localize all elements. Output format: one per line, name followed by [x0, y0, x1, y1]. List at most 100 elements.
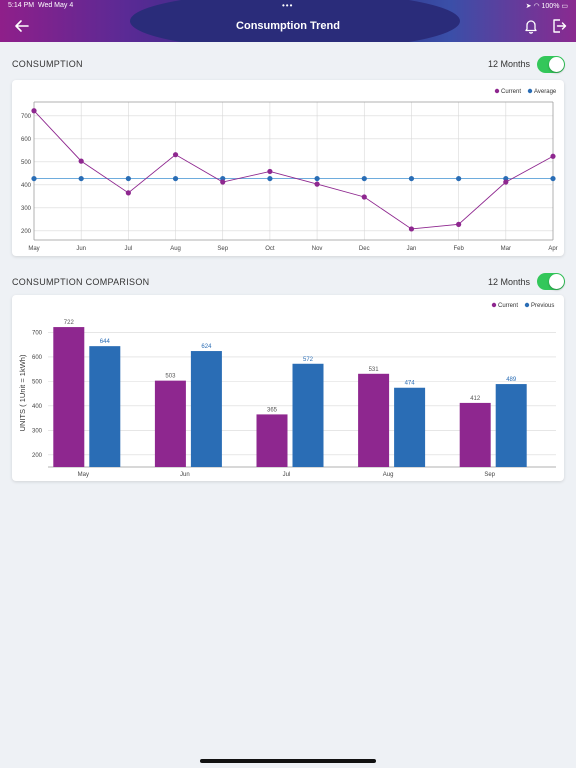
page-title: Consumption Trend	[236, 20, 340, 32]
y-tick-label: 200	[21, 229, 32, 235]
x-tick-label: May	[78, 472, 89, 478]
current-bar	[459, 402, 491, 467]
consumption-line-chart-card: May Jun Jul Aug Sep Oct Nov Dec Jan Feb Mar Apr 200 3…	[12, 80, 564, 256]
toggle-knob	[549, 274, 564, 289]
consumption-bar-chart: 200 300 400 500 600 700 UNITS ( 1Unit = 1kWh) 7…	[18, 302, 556, 478]
previous-bar	[394, 387, 426, 467]
current-point	[31, 108, 37, 114]
status-time-text: 5:14 PM	[8, 2, 35, 9]
current-bar	[53, 327, 85, 467]
current-point	[172, 152, 179, 158]
x-tick-label: Sep	[217, 246, 228, 252]
y-tick-label: 600	[32, 355, 43, 361]
battery-icon: ▭	[561, 3, 568, 10]
consumption-12-months-toggle[interactable]	[537, 56, 565, 73]
legend-label-previous: Previous	[531, 303, 554, 309]
average-point	[550, 175, 556, 182]
multitask-dots-icon[interactable]: •••	[282, 1, 294, 10]
bar-value-label: 644	[100, 339, 111, 345]
y-tick-label: 300	[32, 428, 43, 434]
legend-marker-current	[494, 88, 500, 94]
current-point	[408, 226, 415, 232]
average-point	[408, 175, 415, 182]
legend-label-current: Current	[501, 89, 521, 95]
x-tick-label: Oct	[265, 246, 275, 252]
x-tick-label: Mar	[501, 246, 511, 252]
x-tick-label: Jun	[180, 472, 190, 478]
bar-value-label: 412	[470, 396, 481, 402]
previous-bar	[292, 363, 324, 467]
current-bar	[358, 373, 390, 467]
current-bar	[154, 380, 186, 467]
header-decoration	[130, 0, 460, 42]
bar-value-label: 365	[267, 407, 278, 413]
y-tick-label: 400	[21, 183, 32, 189]
current-point	[503, 179, 509, 185]
average-point	[125, 175, 131, 182]
y-tick-label: 700	[21, 114, 32, 120]
x-tick-label: Dec	[359, 246, 370, 252]
toggle-knob	[549, 57, 564, 72]
status-date-text: Wed May 4	[37, 2, 74, 9]
app-header: 5:14 PM Wed May 4 ••• ➤ ◠ 100% ▭ Consump…	[0, 0, 576, 42]
previous-bar	[190, 351, 222, 467]
current-point	[267, 168, 273, 175]
current-point	[361, 194, 367, 200]
current-point	[220, 179, 226, 185]
x-tick-label: Aug	[170, 246, 181, 252]
x-tick-label: Nov	[312, 246, 323, 252]
consumption-toggle-label: 12 Months	[488, 59, 531, 69]
current-series-line	[33, 110, 554, 230]
bar-value-label: 531	[369, 367, 380, 373]
average-point	[314, 175, 320, 182]
y-tick-label: 300	[21, 206, 32, 212]
average-point	[456, 175, 462, 182]
current-point	[78, 158, 84, 164]
bar-value-label: 722	[64, 320, 75, 326]
y-tick-label: 200	[32, 453, 43, 459]
x-tick-label: Apr	[548, 246, 557, 252]
back-arrow-icon[interactable]	[14, 18, 30, 34]
x-tick-label: Jul	[125, 246, 133, 252]
legend-marker-average	[527, 88, 533, 94]
home-indicator[interactable]	[200, 759, 376, 763]
average-point	[31, 175, 37, 182]
current-bar	[256, 414, 288, 467]
average-point	[78, 175, 84, 182]
current-point	[456, 221, 462, 227]
x-tick-label: Jan	[407, 246, 417, 252]
legend-marker-current	[491, 302, 497, 308]
x-tick-label: Feb	[453, 246, 464, 252]
comparison-title: CONSUMPTION COMPARISON	[12, 277, 150, 287]
legend-label-average: Average	[534, 89, 557, 95]
status-time: 5:14 PM Wed May 4	[8, 2, 73, 9]
y-tick-label: 600	[21, 137, 32, 143]
bell-icon[interactable]	[523, 18, 539, 34]
y-axis-label: UNITS ( 1Unit = 1kWh)	[18, 354, 27, 431]
average-point	[267, 175, 273, 182]
average-point	[361, 175, 367, 182]
legend-label-current: Current	[498, 303, 518, 309]
comparison-toggle-label: 12 Months	[488, 277, 531, 287]
x-tick-label: Aug	[383, 472, 394, 478]
average-point	[172, 175, 179, 182]
consumption-title: CONSUMPTION	[12, 59, 83, 69]
y-tick-label: 400	[32, 404, 43, 410]
comparison-12-months-toggle[interactable]	[537, 273, 565, 290]
bar-value-label: 624	[201, 344, 212, 350]
current-point	[314, 181, 320, 187]
consumption-line-chart: May Jun Jul Aug Sep Oct Nov Dec Jan Feb Mar Apr 200 3…	[21, 88, 558, 252]
logout-icon[interactable]	[551, 18, 567, 34]
legend-marker-previous	[524, 302, 530, 308]
previous-bar	[495, 384, 527, 467]
bar-value-label: 489	[506, 377, 517, 383]
wifi-icon: ◠	[533, 3, 540, 10]
battery-percent: 100%	[541, 3, 560, 10]
status-right: ➤ ◠ 100% ▭	[526, 2, 568, 10]
bar-value-label: 503	[165, 374, 176, 380]
consumption-bar-chart-card: 200 300 400 500 600 700 UNITS ( 1Unit = 1kWh) 7…	[12, 295, 564, 481]
x-tick-label: Sep	[484, 472, 495, 478]
bar-value-label: 572	[303, 357, 314, 363]
y-tick-label: 500	[21, 160, 32, 166]
y-tick-label: 700	[32, 330, 43, 336]
